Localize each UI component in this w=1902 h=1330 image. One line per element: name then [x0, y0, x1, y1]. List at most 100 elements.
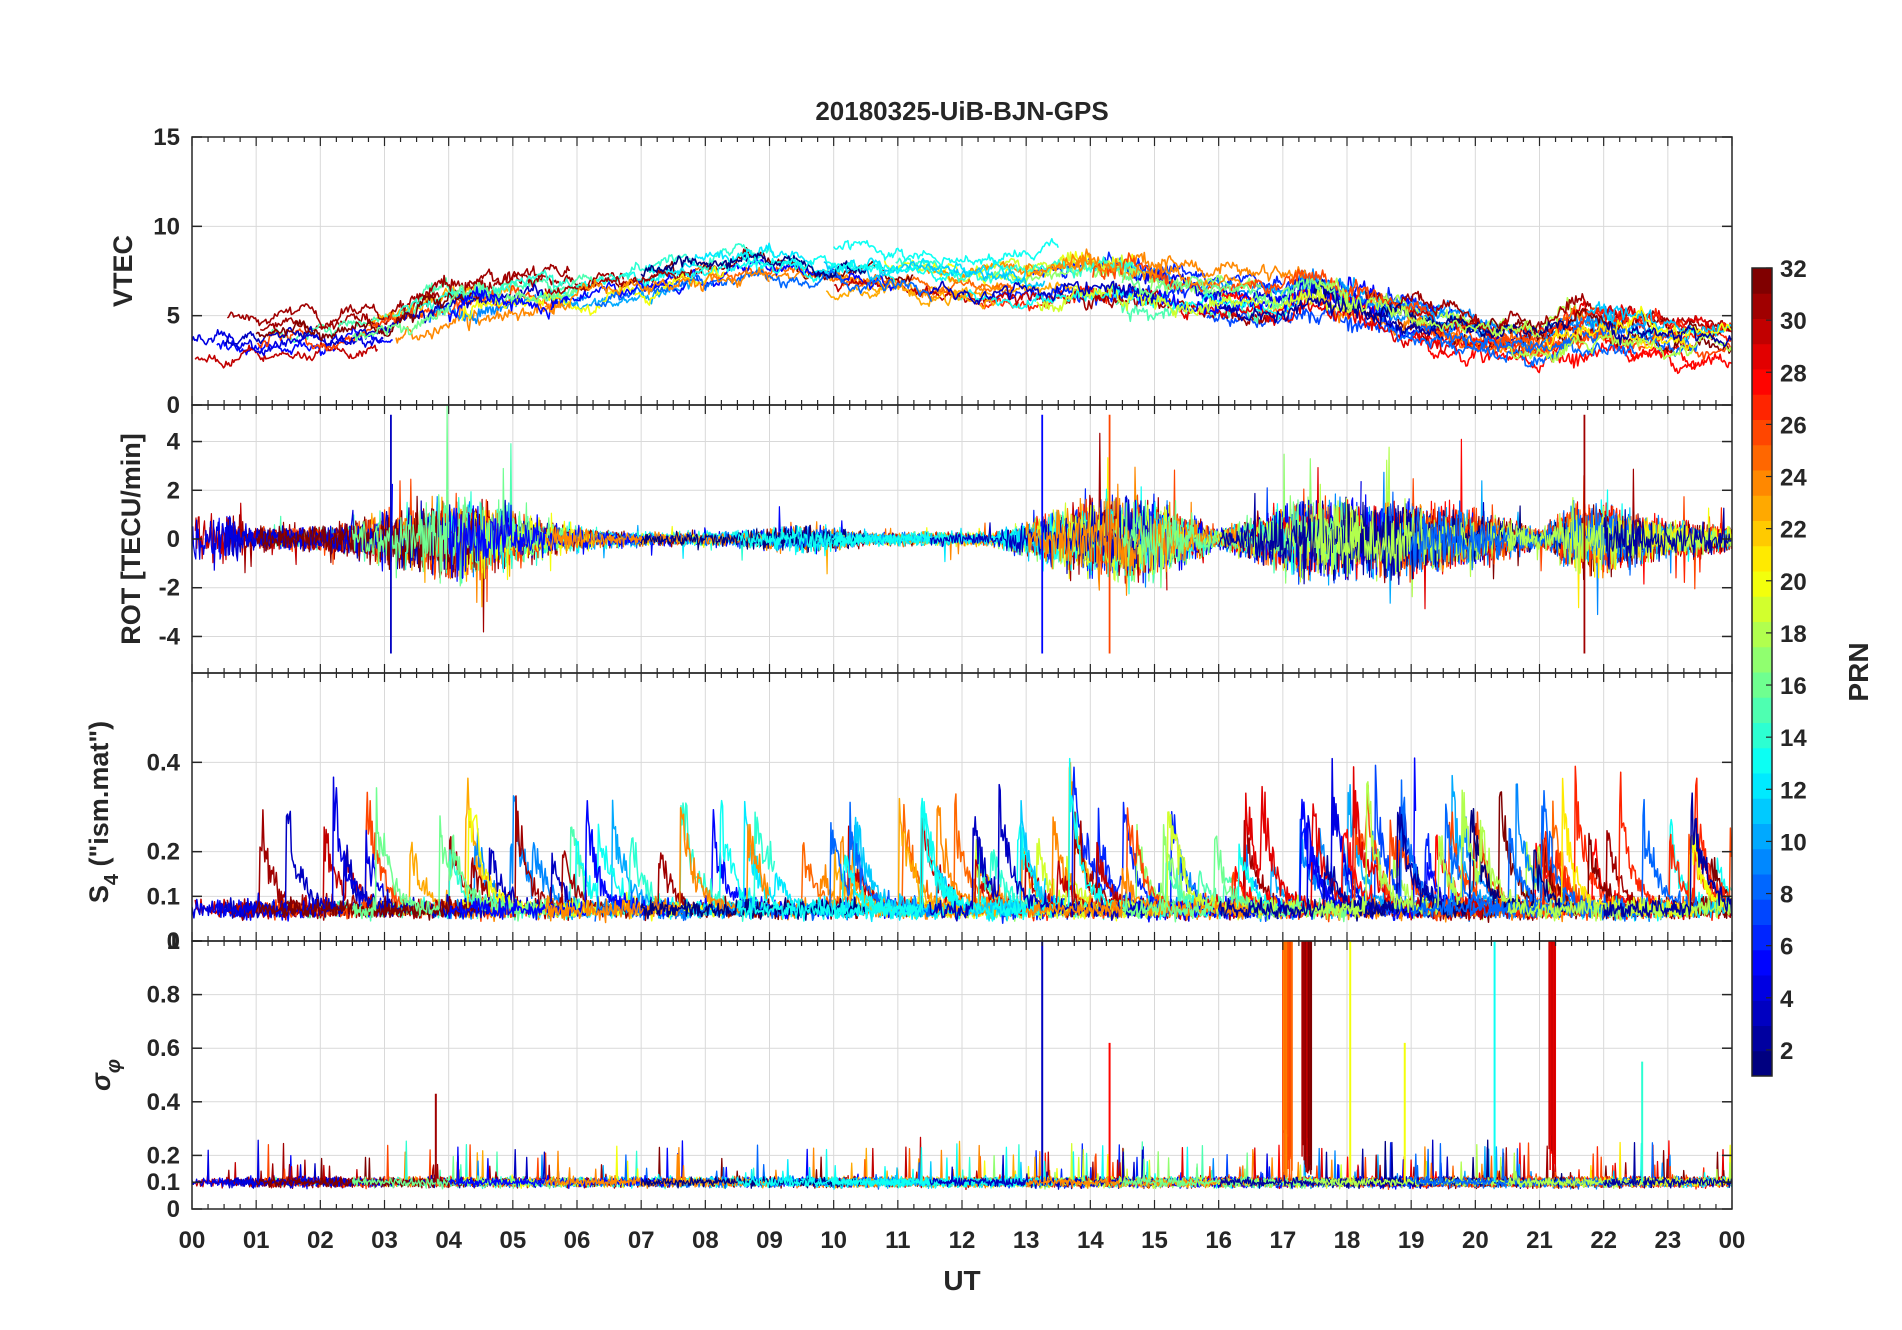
colorbar-gradient	[1752, 268, 1772, 1077]
ylabel-s4-rest: ("ism.mat")	[84, 721, 114, 874]
y-tick-label: 0.4	[147, 1089, 181, 1116]
colorbar-tick-label: 8	[1780, 882, 1793, 909]
colorbar-step	[1752, 343, 1772, 370]
sigma-phi-series-line	[1545, 1141, 1694, 1188]
y-tick-label: 0.4	[147, 749, 181, 776]
colorbar-tick-label: 28	[1780, 360, 1807, 387]
x-tick-label: 08	[692, 1227, 719, 1254]
y-tick-label: 15	[153, 124, 180, 151]
x-axis-label: UT	[943, 1265, 980, 1296]
vtec-series-line	[1078, 251, 1307, 282]
colorbar-step	[1752, 1025, 1772, 1052]
vtec-series-line	[1603, 320, 1732, 348]
colorbar-step	[1752, 646, 1772, 673]
colorbar-step	[1752, 975, 1772, 1001]
colorbar-step	[1752, 798, 1772, 824]
y-tick-label: 0.2	[147, 1142, 180, 1169]
vtec-series-line	[761, 267, 1012, 302]
colorbar-tick-label: 18	[1780, 621, 1807, 648]
vtec-series-line	[1217, 295, 1444, 341]
y-tick-label: 1	[167, 928, 180, 955]
s4-series-line	[832, 801, 1059, 922]
y-tick-label: 10	[153, 213, 180, 240]
s4-series-line	[1121, 835, 1348, 923]
x-tick-label: 20	[1462, 1227, 1489, 1254]
y-tick-label: 0.1	[147, 1169, 180, 1196]
colorbar-frame	[1751, 267, 1773, 1077]
vtec-series-line	[560, 282, 692, 311]
vtec-series-line	[833, 238, 1059, 268]
sigma-phi-series-line	[640, 1176, 866, 1189]
colorbar-step	[1752, 444, 1772, 471]
ylabel-s4-main: S	[84, 885, 114, 903]
s4-series-line	[1217, 811, 1444, 920]
colorbar-step	[1752, 621, 1772, 648]
colorbar-step	[1752, 823, 1772, 850]
y-ticks-sigma-phi: 00.10.20.40.60.81	[147, 928, 1733, 1223]
x-tick-label: 05	[499, 1227, 526, 1254]
vtec-series-line	[929, 280, 1156, 306]
colorbar-step	[1752, 1000, 1772, 1026]
vtec-series-line	[461, 265, 725, 321]
ylabel-s4-sub: 4	[101, 873, 123, 885]
colorbar-step	[1752, 318, 1772, 345]
colorbar-step	[1752, 268, 1772, 294]
s4-series-line	[1025, 867, 1252, 921]
colorbar-step	[1752, 545, 1772, 572]
panel-s4: 0 0.1 0.2 0.4 S4 ("ism.mat")	[84, 672, 1733, 955]
y-tick-label: -4	[159, 623, 181, 650]
y-tick-label: 0.2	[147, 839, 180, 866]
x-tick-label: 16	[1205, 1227, 1232, 1254]
vtec-series-line	[823, 260, 1046, 289]
vtec-series-line	[226, 263, 570, 330]
colorbar-label: PRN	[1843, 642, 1874, 701]
y-tick-label: 0	[167, 928, 180, 955]
x-tick-label: 12	[949, 1227, 976, 1254]
vtec-series-line	[737, 251, 963, 283]
vtec-series-line	[1314, 277, 1541, 338]
colorbar-tick-label: 10	[1780, 829, 1807, 856]
colorbar-step	[1752, 924, 1772, 951]
colorbar-step	[1752, 419, 1772, 446]
x-tick-label: 00	[179, 1227, 206, 1254]
vtec-series-line	[255, 292, 482, 342]
colorbar-step	[1752, 495, 1772, 521]
s4-series-line	[1602, 792, 1732, 920]
colorbar-step	[1752, 520, 1772, 547]
vtec-series-line	[1410, 333, 1637, 368]
colorbar-step	[1752, 697, 1772, 723]
s4-series-line	[823, 799, 1046, 919]
colorbar-step	[1752, 899, 1772, 925]
panel-sigma-phi: 00.10.20.40.60.81 σφ	[86, 928, 1733, 1223]
colorbar-step	[1752, 722, 1772, 749]
x-tick-label: 22	[1590, 1227, 1617, 1254]
x-tick-label: 18	[1334, 1227, 1361, 1254]
colorbar-step	[1752, 848, 1772, 875]
x-tick-label: 04	[435, 1227, 462, 1254]
s4-series-line	[544, 807, 770, 924]
ylabel-rot: ROT [TECU/min]	[116, 433, 146, 644]
colorbar-step	[1752, 571, 1772, 597]
x-tick-label: 07	[628, 1227, 655, 1254]
x-tick-label: 11	[885, 1227, 910, 1254]
x-tick-label: 06	[564, 1227, 591, 1254]
series-rot	[192, 405, 1732, 654]
x-tick-label: 15	[1141, 1227, 1168, 1254]
vtec-series-line	[1586, 301, 1732, 336]
vtec-series-line	[1405, 308, 1528, 342]
sigma-phi-series-line	[255, 1156, 481, 1189]
sigma-phi-series-line	[1410, 1143, 1636, 1189]
chart-title: 20180325-UiB-BJN-GPS	[815, 96, 1108, 126]
vtec-series-line	[956, 282, 1302, 321]
colorbar-step	[1752, 874, 1772, 900]
y-tick-label: 0.1	[147, 883, 180, 910]
x-tick-label: 23	[1654, 1227, 1681, 1254]
x-axis-ticks: 00 01 02 03 04 05 06 07 08 09 10 11 12 13 14 15 16 17 18 19…	[179, 1227, 1746, 1254]
x-tick-label: 09	[756, 1227, 783, 1254]
s4-series-line	[736, 797, 963, 922]
s4-series-line	[447, 799, 674, 921]
vtec-series-line	[544, 269, 686, 299]
s4-series-line	[1314, 781, 1540, 921]
